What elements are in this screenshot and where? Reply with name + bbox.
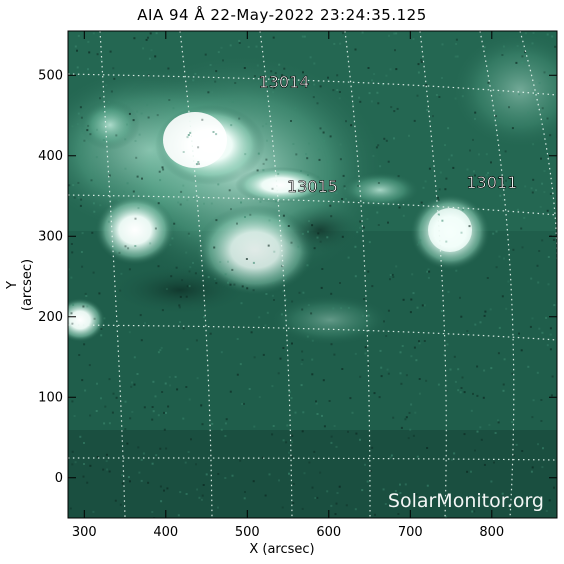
y-tick-label: 100 [38,390,63,405]
x-tick-label: 500 [235,525,260,540]
y-tick-label: 400 [38,149,63,164]
image-title: AIA 94 Å 22-May-2022 23:24:35.125 [137,6,427,24]
x-tick-label: 800 [479,525,504,540]
y-axis-label: Y (arcsec) [5,258,35,312]
heliographic-grid [68,31,557,518]
watermark-text: SolarMonitor.org [388,490,544,512]
x-tick-label: 300 [72,525,97,540]
active-region-label: 13014 [259,72,310,91]
x-axis-ticks: 300 400 500 600 700 800 [72,31,504,540]
y-tick-label: 300 [38,229,63,244]
y-tick-label: 200 [38,310,63,325]
x-axis-label: X (arcsec) [249,542,315,557]
solar-emission [68,31,557,518]
plot-frame [67,30,558,519]
y-tick-label: 500 [38,68,63,83]
x-tick-label: 600 [316,525,341,540]
x-tick-label: 400 [153,525,178,540]
active-region-labels: 13014 13015 13011 [258,72,517,196]
x-tick-label: 700 [398,525,423,540]
y-tick-label: 0 [55,471,63,486]
y-axis-ticks: 0 100 200 300 400 500 [38,68,557,486]
active-region-label: 13011 [466,173,517,192]
active-region-label: 13015 [287,177,338,196]
image-noise [68,31,557,518]
